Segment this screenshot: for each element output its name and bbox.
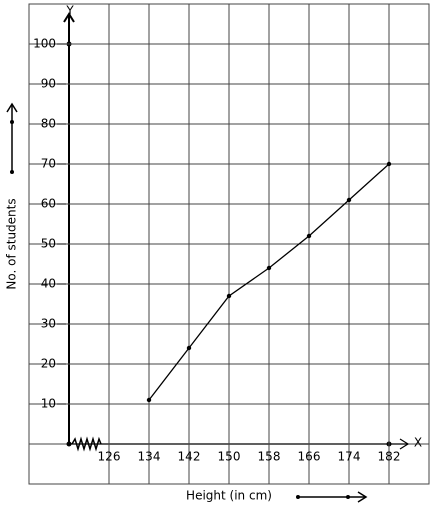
y-tick-label: 80	[41, 117, 56, 131]
x-axis-name: X	[414, 436, 422, 450]
data-point	[266, 265, 272, 271]
y-tick-label: 10	[41, 397, 56, 411]
x-tick-label: 158	[258, 450, 281, 464]
x-arrow	[399, 438, 410, 450]
y-tick-label: 30	[41, 317, 56, 331]
y-tick-label: 40	[41, 277, 56, 291]
data-point	[346, 197, 352, 203]
origin-dot	[66, 441, 72, 447]
data-point	[186, 345, 192, 351]
y-axis-title: No. of students	[5, 198, 19, 289]
x-tick-label: 150	[218, 450, 241, 464]
y-axis-name: Y	[65, 4, 74, 18]
y-tick-label: 60	[41, 197, 56, 211]
decor-dots	[10, 120, 350, 499]
x-tick-label: 126	[98, 450, 121, 464]
x-tick-label: 134	[138, 450, 161, 464]
x-tick-label: 142	[178, 450, 201, 464]
x-tick-label: 182	[378, 450, 401, 464]
x-axis-title: Height (in cm)	[186, 489, 272, 503]
data-point	[306, 233, 312, 239]
decor-arrows	[6, 102, 368, 503]
data-point	[146, 397, 152, 403]
y-tick-label: 20	[41, 357, 56, 371]
axes	[63, 12, 410, 452]
y-tick-label: 50	[41, 237, 56, 251]
data-point	[386, 161, 392, 167]
y-tick-label: 70	[41, 157, 56, 171]
y-tick-label: 90	[41, 77, 56, 91]
x-tick-label: 174	[338, 450, 361, 464]
x-tick-label: 166	[298, 450, 321, 464]
axis-break	[71, 436, 102, 452]
y-tick-label: 100	[33, 37, 56, 51]
data-point	[226, 293, 232, 299]
y-arrow	[63, 12, 75, 23]
